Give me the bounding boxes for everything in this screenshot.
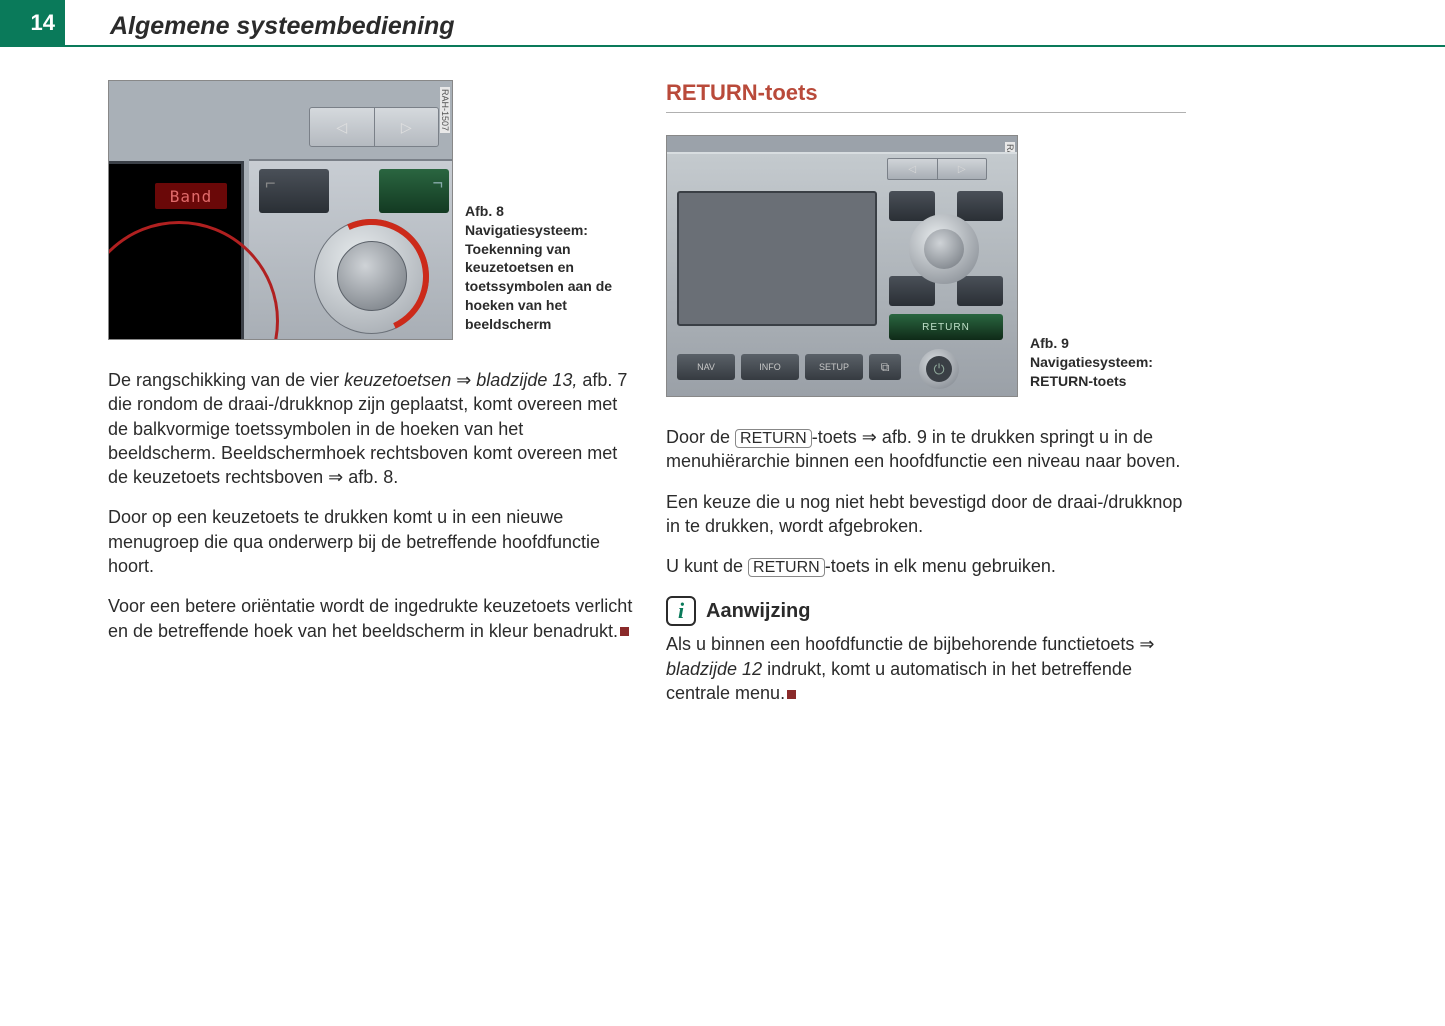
figure-9-caption: Afb. 9 Navigatiesysteem: RETURN-toets — [1030, 334, 1186, 397]
fig9-screen — [677, 191, 877, 326]
return-key-label: RETURN — [735, 429, 812, 448]
return-key-label: RETURN — [748, 558, 825, 577]
page-number-tab: 14 — [0, 0, 65, 45]
fig9-nav-button: NAV — [677, 354, 735, 380]
right-paragraph-2: Een keuze die u nog niet hebt bevestigd … — [666, 490, 1186, 539]
fig9-skip-buttons: ◁ ▷ — [887, 158, 987, 180]
text-fragment: Door de — [666, 427, 735, 447]
figure-8-row: RAH-1507 ◁ ▷ Band ⌐ ¬ Afb. 8 Navigatiesy… — [108, 80, 636, 340]
figure-9-row: RAH-1508 ◁ ▷ RETURN NAV INFO SETUP ⧉ ⏻ — [666, 135, 1186, 397]
text-italic: keuzetoetsen — [344, 370, 451, 390]
text-fragment: Als u binnen een hoofdfunctie de bijbeho… — [666, 634, 1154, 654]
next-track-icon: ▷ — [374, 108, 439, 146]
header-rule — [0, 45, 1445, 47]
left-paragraph-2: Door op een keuzetoets te drukken komt u… — [108, 505, 636, 578]
fig9-return-button: RETURN — [889, 314, 1003, 340]
fig9-display-icon: ⧉ — [869, 354, 901, 380]
end-marker-icon — [620, 627, 629, 636]
power-icon: ⏻ — [926, 356, 952, 382]
text-fragment: ⇒ — [451, 370, 476, 390]
text-fragment: U kunt de — [666, 556, 748, 576]
text-fragment: De rangschikking van de vier — [108, 370, 344, 390]
info-icon: i — [666, 596, 696, 626]
fig8-skip-buttons: ◁ ▷ — [309, 107, 439, 147]
left-paragraph-3: Voor een betere oriëntatie wordt de inge… — [108, 594, 636, 643]
text-italic: bladzijde 12 — [666, 659, 762, 679]
fig8-select-button-tr: ¬ — [379, 169, 449, 213]
right-paragraph-1: Door de RETURN-toets ⇒ afb. 9 in te druk… — [666, 425, 1186, 474]
fig9-bottom-row: NAV INFO SETUP ⧉ — [677, 354, 901, 380]
left-paragraph-1: De rangschikking van de vier keuzetoetse… — [108, 368, 636, 489]
fig9-power-knob: ⏻ — [919, 349, 959, 389]
text-fragment: -toets in elk menu gebruiken. — [825, 556, 1056, 576]
left-column: RAH-1507 ◁ ▷ Band ⌐ ¬ Afb. 8 Navigatiesy… — [108, 80, 636, 659]
page-title: Algemene systeembediening — [110, 12, 455, 41]
section-heading: RETURN-toets — [666, 80, 1186, 113]
figure-8-tag: RAH-1507 — [440, 87, 450, 133]
figure-8-illustration: RAH-1507 ◁ ▷ Band ⌐ ¬ — [108, 80, 453, 340]
fig9-knob-center — [924, 229, 964, 269]
page-number: 14 — [31, 10, 55, 36]
right-paragraph-3: U kunt de RETURN-toets in elk menu gebru… — [666, 554, 1186, 578]
note-heading-row: i Aanwijzing — [666, 596, 1186, 626]
fig9-info-button: INFO — [741, 354, 799, 380]
figure-8-caption: Afb. 8 Navigatiesysteem: Toekenning van … — [465, 202, 625, 340]
note-paragraph: Als u binnen een hoofdfunctie de bijbeho… — [666, 632, 1186, 705]
text-fragment: Voor een betere oriëntatie wordt de inge… — [108, 596, 632, 640]
fig9-select-br — [957, 276, 1003, 306]
prev-track-icon: ◁ — [888, 159, 937, 179]
fig8-select-button-tl: ⌐ — [259, 169, 329, 213]
right-column: RETURN-toets RAH-1508 ◁ ▷ RETURN NAV INF… — [666, 80, 1186, 721]
fig9-select-tr — [957, 191, 1003, 221]
fig8-knob-center — [337, 241, 407, 311]
next-track-icon: ▷ — [937, 159, 987, 179]
figure-9-illustration: RAH-1508 ◁ ▷ RETURN NAV INFO SETUP ⧉ ⏻ — [666, 135, 1018, 397]
fig9-setup-button: SETUP — [805, 354, 863, 380]
prev-track-icon: ◁ — [310, 108, 374, 146]
end-marker-icon — [787, 690, 796, 699]
fig8-band-label: Band — [155, 183, 227, 209]
note-title: Aanwijzing — [706, 600, 810, 623]
text-italic: bladzijde 13, — [476, 370, 577, 390]
